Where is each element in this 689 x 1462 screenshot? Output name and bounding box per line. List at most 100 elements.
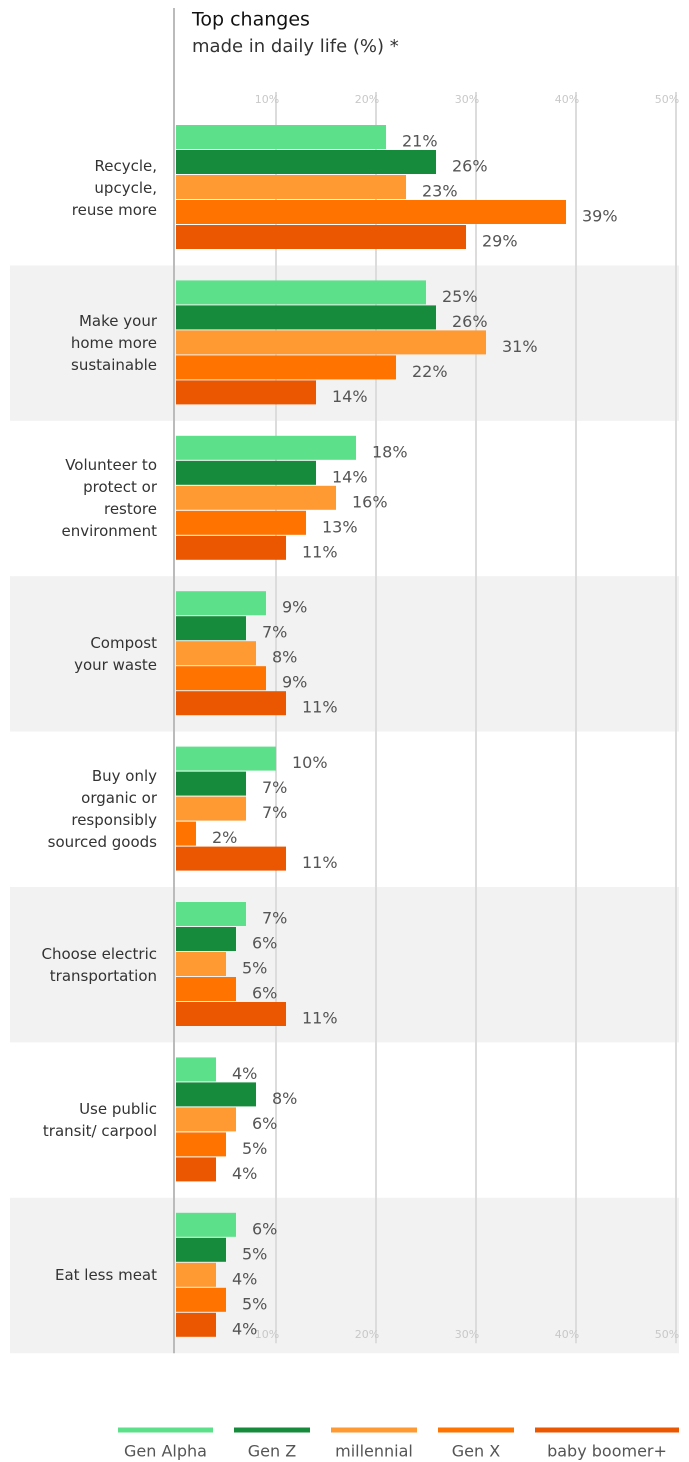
bar	[176, 1057, 216, 1082]
value-label: 26%	[452, 312, 488, 331]
legend-label: baby boomer+	[547, 1442, 667, 1461]
bar	[176, 485, 336, 510]
bar	[176, 1082, 256, 1107]
bar	[176, 510, 306, 535]
category-label: Use public transit/ carpool	[42, 1100, 157, 1141]
value-label: 2%	[212, 828, 237, 847]
x-tick-label: 30%	[455, 93, 479, 106]
value-label: 7%	[262, 623, 287, 642]
legend-label: Gen Alpha	[124, 1442, 207, 1461]
value-label: 5%	[242, 1244, 267, 1263]
bar	[176, 771, 246, 796]
bar	[176, 225, 466, 249]
category-label-box: Recycle, upcycle, reuse more	[71, 156, 157, 219]
value-label: 5%	[242, 1139, 267, 1158]
category-label: Volunteer to protect or restore environm…	[61, 456, 157, 541]
value-label: 10%	[292, 753, 328, 772]
category-label-box: Choose electric transportation	[41, 944, 157, 985]
chart-title: Top changes	[191, 9, 310, 31]
bar	[176, 1107, 236, 1132]
category-label: Recycle, upcycle, reuse more	[71, 156, 157, 219]
group-band	[10, 887, 679, 1043]
bar	[176, 666, 266, 691]
value-label: 25%	[442, 287, 478, 306]
x-tick-label: 50%	[655, 93, 679, 106]
bar	[176, 952, 226, 976]
value-label: 9%	[282, 598, 307, 617]
value-label: 4%	[232, 1164, 257, 1183]
value-label: 4%	[232, 1269, 257, 1288]
bar	[176, 796, 246, 821]
bar	[176, 200, 566, 224]
bar	[176, 1262, 216, 1287]
legend-label: Gen X	[452, 1442, 500, 1461]
value-label: 5%	[242, 1294, 267, 1313]
value-label: 26%	[452, 157, 488, 176]
value-label: 9%	[282, 673, 307, 692]
value-label: 31%	[502, 337, 538, 356]
value-label: 7%	[262, 803, 287, 822]
bar	[176, 150, 436, 174]
bar	[176, 691, 286, 716]
legend-label: millennial	[335, 1442, 413, 1461]
value-label: 21%	[402, 132, 438, 151]
value-label: 6%	[252, 1219, 277, 1238]
bar	[176, 616, 246, 641]
x-tick-label: 20%	[355, 1328, 379, 1341]
value-label: 6%	[252, 984, 277, 1003]
x-tick-label: 40%	[555, 1328, 579, 1341]
bar	[176, 125, 386, 149]
bar	[176, 1287, 226, 1312]
category-label-box: Make your home more sustainable	[71, 312, 157, 374]
category-label-box: Use public transit/ carpool	[42, 1100, 157, 1141]
bar	[176, 1002, 286, 1026]
category-label: Buy only organic or responsibly sourced …	[47, 767, 157, 852]
x-tick-label: 10%	[255, 1328, 279, 1341]
bar	[176, 175, 406, 199]
category-label-box: Buy only organic or responsibly sourced …	[47, 767, 157, 852]
value-label: 14%	[332, 387, 368, 406]
value-label: 8%	[272, 1089, 297, 1108]
bar	[176, 280, 426, 305]
x-tick-label: 40%	[555, 93, 579, 106]
category-label-box: Compost your waste	[74, 634, 157, 674]
bar	[176, 821, 196, 846]
x-tick-label: 20%	[355, 93, 379, 106]
value-label: 4%	[232, 1064, 257, 1083]
value-label: 22%	[412, 362, 448, 381]
bar	[176, 1157, 216, 1182]
x-tick-label: 30%	[455, 1328, 479, 1341]
bar	[176, 977, 236, 1001]
category-label: Choose electric transportation	[41, 944, 157, 985]
bar	[176, 746, 276, 771]
value-label: 16%	[352, 492, 388, 511]
value-label: 5%	[242, 959, 267, 978]
value-label: 29%	[482, 232, 518, 251]
category-label-box: Volunteer to protect or restore environm…	[61, 456, 157, 541]
value-label: 13%	[322, 517, 358, 536]
group-band	[10, 1197, 679, 1354]
bar	[176, 1132, 226, 1157]
value-label: 7%	[262, 778, 287, 797]
bar	[176, 1212, 236, 1237]
value-label: 14%	[332, 467, 368, 486]
bar	[176, 846, 286, 871]
value-label: 11%	[302, 698, 338, 717]
bar	[176, 902, 246, 926]
value-label: 23%	[422, 182, 458, 201]
bar	[176, 305, 436, 330]
category-label-box: Eat less meat	[54, 1266, 157, 1285]
bar	[176, 1312, 216, 1337]
value-label: 39%	[582, 207, 618, 226]
category-label: Eat less meat	[54, 1266, 157, 1285]
bar	[176, 927, 236, 951]
chart-subtitle: made in daily life (%) *	[192, 36, 399, 57]
bar	[176, 535, 286, 560]
value-label: 7%	[262, 909, 287, 928]
value-label: 6%	[252, 934, 277, 953]
bar	[176, 460, 316, 485]
legend-label: Gen Z	[248, 1442, 296, 1461]
x-tick-label: 10%	[255, 93, 279, 106]
bar	[176, 1237, 226, 1262]
